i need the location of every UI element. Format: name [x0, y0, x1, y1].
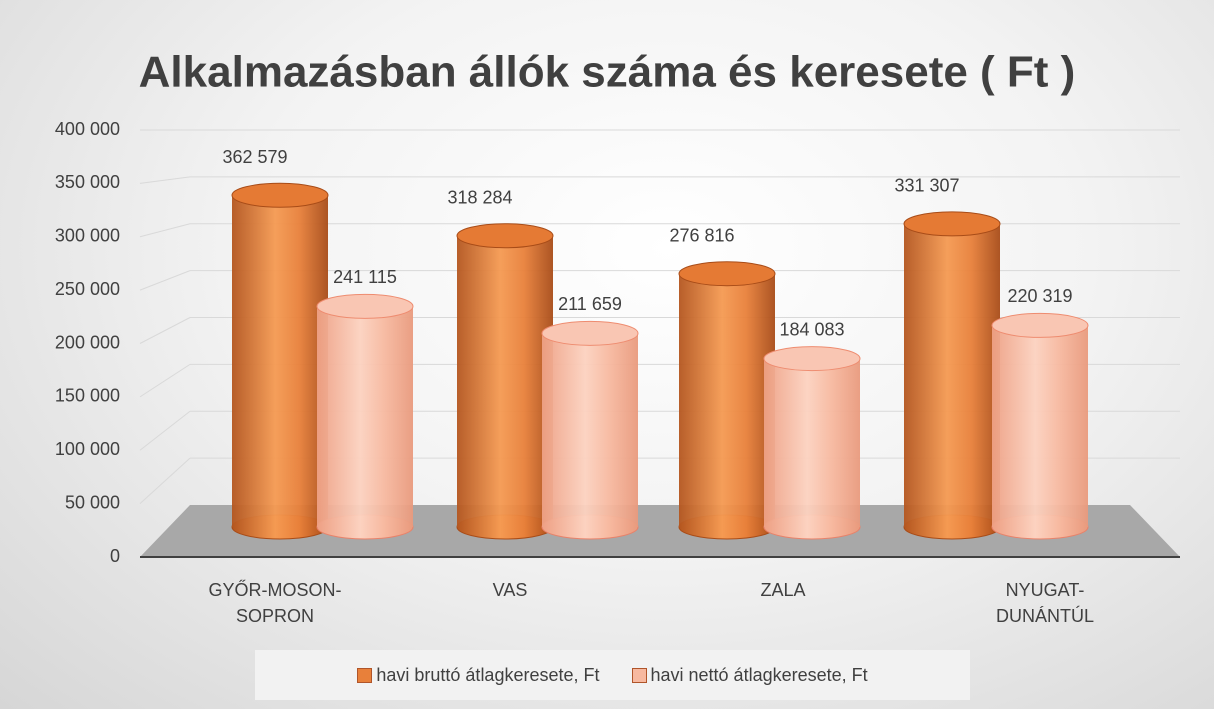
- grid-line: [139, 317, 191, 344]
- legend: havi bruttó átlagkeresete, Ft havi nettó …: [255, 650, 970, 700]
- bar: [904, 223, 1000, 527]
- y-tick-label: 100 000: [55, 439, 120, 459]
- bar-top: [991, 312, 1089, 338]
- grid-line: [139, 410, 191, 451]
- legend-item: havi bruttó átlagkeresete, Ft: [357, 664, 600, 686]
- data-label: 276 816: [669, 225, 734, 245]
- y-tick-label: 200 000: [55, 332, 120, 352]
- data-label: 241 115: [333, 267, 397, 287]
- grid-line: [139, 176, 191, 184]
- bar: [542, 333, 638, 527]
- y-tick-label: 0: [110, 546, 120, 566]
- y-tick-label: 50 000: [65, 492, 120, 512]
- y-tick-label: 150 000: [55, 386, 120, 406]
- x-tick-label: ZALA: [760, 580, 806, 600]
- bar: [679, 273, 775, 527]
- x-tick-label: GYŐR-MOSON-SOPRON: [208, 580, 342, 626]
- x-tick-label: NYUGAT-DUNÁNTÚL: [995, 580, 1094, 626]
- bar-top: [903, 211, 1001, 237]
- data-label: 331 307: [894, 176, 959, 196]
- bar-top: [231, 182, 329, 208]
- legend-swatch: [631, 667, 647, 683]
- bar: [764, 358, 860, 527]
- bar: [317, 306, 413, 527]
- legend-item: havi nettó átlagkeresete, Ft: [631, 664, 868, 686]
- data-label: 318 284: [447, 188, 512, 208]
- legend-label: havi nettó átlagkeresete, Ft: [650, 664, 868, 685]
- grid-line: [139, 270, 191, 291]
- bar-top: [456, 223, 554, 249]
- y-tick-label: 400 000: [55, 119, 120, 139]
- y-tick-label: 350 000: [55, 172, 120, 192]
- data-label: 211 659: [558, 294, 622, 314]
- legend-swatch: [357, 667, 373, 683]
- grid-line: [139, 363, 191, 398]
- y-tick-label: 250 000: [55, 279, 120, 299]
- bar-top: [763, 346, 861, 372]
- x-tick-label: VAS: [492, 580, 528, 600]
- bar-top: [678, 261, 776, 287]
- bar: [232, 195, 328, 527]
- legend-label: havi bruttó átlagkeresete, Ft: [376, 664, 600, 685]
- chart-title: Alkalmazásban állók száma és keresete ( …: [139, 48, 1076, 97]
- data-label: 184 083: [779, 319, 844, 339]
- grid-line: [139, 457, 191, 504]
- bar: [457, 235, 553, 527]
- bar-top: [316, 293, 414, 319]
- y-tick-label: 300 000: [55, 226, 120, 246]
- data-label: 362 579: [222, 147, 287, 167]
- bar: [992, 325, 1088, 527]
- bar-top: [541, 320, 639, 346]
- data-label: 220 319: [1007, 286, 1072, 306]
- grid-line: [139, 223, 191, 238]
